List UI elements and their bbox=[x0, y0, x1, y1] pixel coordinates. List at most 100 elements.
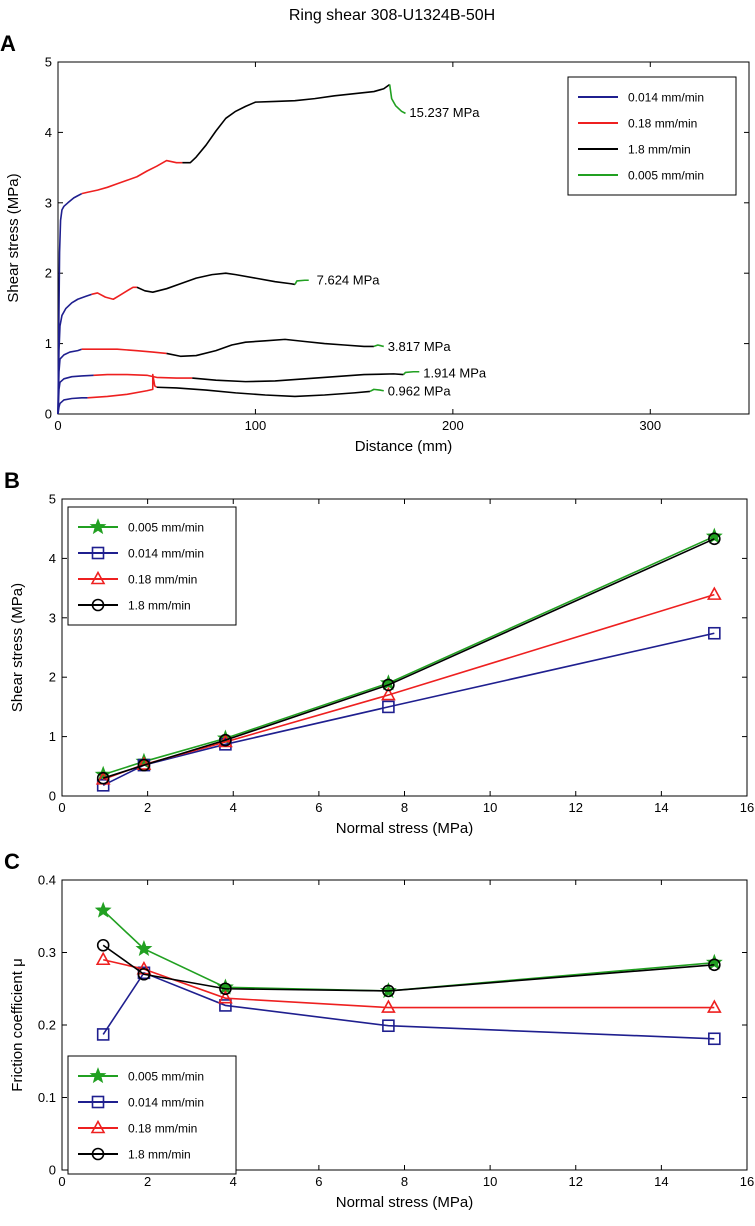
panel-c-point-0-005-mm-min-4 bbox=[705, 953, 723, 970]
panel-b-legend-label-0-014-mm-min: 0.014 mm/min bbox=[128, 547, 204, 561]
panel-b-point-0-18-mm-min-4 bbox=[706, 586, 722, 600]
panel-a-annotation-7-624-mpa: 7.624 MPa bbox=[317, 273, 381, 288]
panel-a-legend-label-0-18-mm-min: 0.18 mm/min bbox=[628, 117, 697, 131]
panel-a-curve-7-624-mpa-0-005-mm-min bbox=[294, 279, 309, 285]
panel-b-x-tick-label: 4 bbox=[230, 800, 237, 815]
panel-b-legend-label-1-8-mm-min: 1.8 mm/min bbox=[128, 599, 191, 613]
panel-a-y-tick-label: 4 bbox=[45, 125, 52, 140]
panel-c-point-0-014-mm-min-2 bbox=[219, 999, 232, 1012]
panel-b-y-tick-label: 5 bbox=[49, 492, 56, 507]
panel-c-point-1-8-mm-min-2 bbox=[219, 982, 232, 996]
panel-a-x-tick-label: 200 bbox=[442, 418, 464, 433]
panel-c-legend-label-0-014-mm-min: 0.014 mm/min bbox=[128, 1096, 204, 1110]
panel-c-y-tick-label: 0.4 bbox=[38, 873, 56, 888]
panel-b-x-axis-label: Normal stress (MPa) bbox=[336, 820, 474, 837]
panel-c-point-0-005-mm-min-1 bbox=[135, 940, 153, 957]
panel-b-point-1-8-mm-min-2 bbox=[219, 733, 232, 747]
panel-b-legend-marker-0-18-mm-min bbox=[90, 570, 106, 585]
panel-c-x-tick-label: 0 bbox=[58, 1174, 65, 1189]
panel-c-x-tick-label: 16 bbox=[740, 1174, 754, 1189]
panel-c-point-0-014-mm-min-4 bbox=[708, 1032, 721, 1046]
panel-b-point-0-014-mm-min-3 bbox=[382, 700, 395, 714]
panel-c-point-0-18-mm-min-4 bbox=[706, 999, 722, 1013]
panel-b-x-tick-label: 2 bbox=[144, 800, 151, 815]
panel-a-y-tick-label: 2 bbox=[45, 266, 52, 281]
panel-b-legend-label-0-18-mm-min: 0.18 mm/min bbox=[128, 573, 197, 587]
panel-a-x-axis-label: Distance (mm) bbox=[355, 438, 453, 455]
panel-b-point-1-8-mm-min-3 bbox=[382, 678, 395, 692]
panel-a-curve-3-817-mpa-0-005-mm-min bbox=[373, 344, 384, 348]
panel-b-point-0-18-mm-min-3 bbox=[381, 686, 396, 701]
panel-b-point-1-8-mm-min-4 bbox=[708, 532, 721, 546]
panel-c-point-1-8-mm-min-3 bbox=[382, 984, 395, 998]
panel-a-y-tick-label: 0 bbox=[45, 407, 52, 422]
panel-c-series-line-0-005-mm-min bbox=[102, 909, 715, 992]
panel-c-legend-marker-0-18-mm-min bbox=[90, 1119, 106, 1134]
panel-b-series-line-1-8-mm-min bbox=[102, 538, 715, 779]
panel-b-x-tick-label: 6 bbox=[315, 800, 322, 815]
panel-b-y-axis-label: Shear stress (MPa) bbox=[9, 583, 26, 712]
panel-a-curve-15-237-mpa-0-18-mm-min bbox=[81, 159, 183, 195]
panel-a-curve-1-914-mpa-0-005-mm-min bbox=[402, 370, 420, 376]
panel-b-x-tick-label: 16 bbox=[740, 800, 754, 815]
panel-b-x-tick-label: 0 bbox=[58, 800, 65, 815]
panel-a-panel-letter: A bbox=[0, 31, 16, 56]
panel-c-legend-label-0-18-mm-min: 0.18 mm/min bbox=[128, 1122, 197, 1136]
panel-c-x-tick-label: 8 bbox=[401, 1174, 408, 1189]
panel-c-x-axis-label: Normal stress (MPa) bbox=[336, 1194, 474, 1211]
panel-c-series-line-0-18-mm-min bbox=[103, 958, 715, 1009]
panel-c-y-tick-label: 0 bbox=[49, 1163, 56, 1178]
panel-b-x-tick-label: 8 bbox=[401, 800, 408, 815]
panel-a-curve-15-237-mpa-0-014-mm-min bbox=[57, 192, 83, 415]
panel-a-annotation-1-914-mpa: 1.914 MPa bbox=[423, 366, 487, 381]
panel-a-axes-frame bbox=[57, 61, 750, 415]
panel-a-curve-3-817-mpa-0-014-mm-min bbox=[57, 348, 82, 415]
panel-a-annotation-3-817-mpa: 3.817 MPa bbox=[388, 339, 452, 354]
panel-c-x-tick-label: 12 bbox=[569, 1174, 583, 1189]
panel-a-chart: 0 100 200 300 0 1 2 3 4 5 Distance (mm) Shear stres… bbox=[0, 31, 750, 455]
panel-b-point-0-005-mm-min-3 bbox=[379, 674, 397, 691]
panel-a-y-tick-label: 3 bbox=[45, 195, 52, 210]
panel-a-y-tick-label: 1 bbox=[45, 336, 52, 351]
panel-b-series-line-0-014-mm-min bbox=[102, 632, 715, 787]
panel-c-legend-label-1-8-mm-min: 1.8 mm/min bbox=[128, 1148, 191, 1162]
panel-a-y-axis-label: Shear stress (MPa) bbox=[5, 173, 22, 302]
panel-b-x-tick-label: 14 bbox=[654, 800, 668, 815]
panel-b-legend-label-0-005-mm-min: 0.005 mm/min bbox=[128, 521, 204, 535]
panel-c-point-0-014-mm-min-0 bbox=[96, 1028, 110, 1041]
figure-title: Ring shear 308-U1324B-50H bbox=[289, 7, 495, 24]
panel-b-y-tick-label: 0 bbox=[49, 789, 56, 804]
panel-c-y-tick-label: 0.2 bbox=[38, 1018, 56, 1033]
panel-c-x-tick-label: 14 bbox=[654, 1174, 668, 1189]
panel-b-point-0-005-mm-min-4 bbox=[705, 527, 723, 544]
panel-a-curve-15-237-mpa-1-8-mm-min bbox=[182, 83, 391, 164]
panel-c-point-0-005-mm-min-0 bbox=[94, 901, 112, 918]
panel-b-legend-marker-1-8-mm-min bbox=[91, 598, 105, 612]
panel-a-curve-1-914-mpa-0-18-mm-min bbox=[93, 373, 193, 379]
panel-c-x-tick-label: 6 bbox=[315, 1174, 322, 1189]
panel-a-curve-3-817-mpa-1-8-mm-min bbox=[166, 338, 374, 358]
panel-a-curve-7-624-mpa-1-8-mm-min bbox=[136, 272, 296, 294]
panel-c-point-0-18-mm-min-2 bbox=[218, 990, 233, 1004]
panel-a-legend-label-1-8-mm-min: 1.8 mm/min bbox=[628, 143, 691, 157]
panel-a-curve-0-962-mpa-0-014-mm-min bbox=[57, 397, 88, 415]
panel-c-series-line-0-014-mm-min bbox=[102, 971, 715, 1040]
panel-a-annotation-15-237-mpa: 15.237 MPa bbox=[409, 105, 480, 120]
panel-b-y-tick-label: 4 bbox=[49, 551, 56, 566]
panel-b-point-1-8-mm-min-0 bbox=[96, 771, 110, 785]
panel-c-series-line-1-8-mm-min bbox=[102, 944, 715, 992]
panel-b-y-tick-label: 3 bbox=[49, 610, 56, 625]
panel-b-point-1-8-mm-min-1 bbox=[137, 758, 151, 772]
panel-a-y-tick-label: 5 bbox=[45, 55, 52, 70]
panel-c-point-0-18-mm-min-3 bbox=[381, 999, 396, 1013]
panel-b-y-tick-label: 1 bbox=[49, 729, 56, 744]
panel-c-legend-marker-0-014-mm-min bbox=[91, 1095, 105, 1109]
panel-a-x-tick-label: 300 bbox=[639, 418, 661, 433]
panel-c-legend-marker-1-8-mm-min bbox=[91, 1147, 105, 1161]
panel-a-legend-label-0-005-mm-min: 0.005 mm/min bbox=[628, 169, 704, 183]
panel-c-point-1-8-mm-min-1 bbox=[137, 967, 151, 981]
panel-a-curve-1-914-mpa-1-8-mm-min bbox=[192, 373, 404, 383]
panel-b-point-0-014-mm-min-0 bbox=[96, 779, 110, 792]
